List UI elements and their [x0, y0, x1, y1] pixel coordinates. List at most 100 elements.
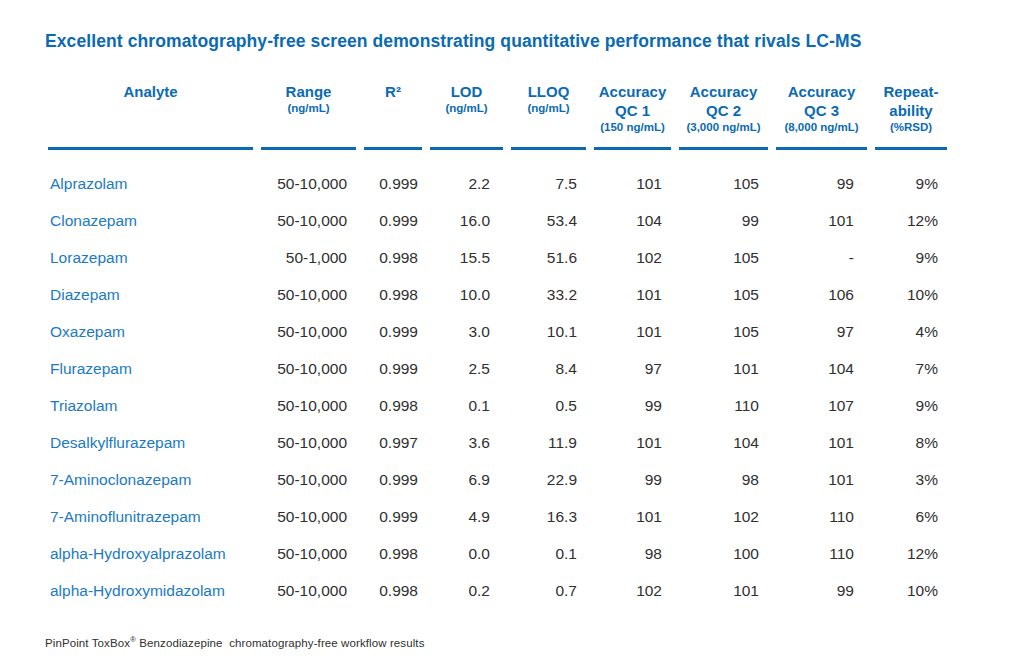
cell-analyte: Lorazepam [48, 239, 253, 276]
col-header-line1: Repeat- [875, 82, 947, 101]
cell-lloq: 22.9 [511, 461, 586, 498]
cell-qc1: 97 [594, 350, 671, 387]
cell-lod: 3.6 [430, 424, 503, 461]
cell-rsd: 7% [875, 350, 947, 387]
cell-r2: 0.998 [364, 535, 422, 572]
table-row: Lorazepam50-1,0000.99815.551.6102105-9% [48, 239, 947, 276]
col-header-line1: Accuracy [679, 82, 768, 101]
cell-range: 50-10,000 [261, 498, 356, 535]
cell-lod: 3.0 [430, 313, 503, 350]
cell-r2: 0.999 [364, 498, 422, 535]
col-header-line2: QC 3 [776, 101, 867, 120]
cell-qc2: 98 [679, 461, 768, 498]
cell-qc2: 101 [679, 572, 768, 609]
cell-rsd: 10% [875, 572, 947, 609]
cell-qc1: 99 [594, 387, 671, 424]
col-header-lloq: LLOQ (ng/mL) [511, 82, 586, 150]
col-header-analyte: Analyte [48, 82, 253, 150]
cell-analyte: alpha-Hydroxyalprazolam [48, 535, 253, 572]
header-row: Analyte Range (ng/mL) R² LOD (ng/mL) LLO… [48, 82, 947, 150]
cell-qc2: 101 [679, 350, 768, 387]
cell-qc2: 105 [679, 150, 768, 202]
col-header-line1: Accuracy [776, 82, 867, 101]
col-header-r2: R² [364, 82, 422, 150]
cell-rsd: 10% [875, 276, 947, 313]
cell-qc2: 110 [679, 387, 768, 424]
cell-lloq: 16.3 [511, 498, 586, 535]
cell-r2: 0.998 [364, 239, 422, 276]
footnote-text: Benzodiazepine chromatography-free workf… [136, 637, 424, 649]
cell-range: 50-10,000 [261, 350, 356, 387]
table-row: Alprazolam50-10,0000.9992.27.5101105999% [48, 150, 947, 202]
cell-lod: 0.1 [430, 387, 503, 424]
cell-range: 50-10,000 [261, 276, 356, 313]
cell-qc3: 97 [776, 313, 867, 350]
col-header-line1: Accuracy [594, 82, 671, 101]
cell-lod: 2.5 [430, 350, 503, 387]
cell-qc3: 110 [776, 498, 867, 535]
cell-qc3: 99 [776, 150, 867, 202]
cell-lloq: 33.2 [511, 276, 586, 313]
cell-analyte: Clonazepam [48, 202, 253, 239]
cell-r2: 0.999 [364, 350, 422, 387]
cell-rsd: 9% [875, 387, 947, 424]
col-header-accuracy-qc1: Accuracy QC 1 (150 ng/mL) [594, 82, 671, 150]
cell-r2: 0.998 [364, 572, 422, 609]
cell-rsd: 12% [875, 535, 947, 572]
cell-range: 50-10,000 [261, 387, 356, 424]
table-body: Alprazolam50-10,0000.9992.27.5101105999%… [48, 150, 947, 609]
cell-analyte: Flurazepam [48, 350, 253, 387]
cell-lod: 10.0 [430, 276, 503, 313]
table-row: Desalkylflurazepam50-10,0000.9973.611.91… [48, 424, 947, 461]
cell-analyte: Alprazolam [48, 150, 253, 202]
cell-rsd: 3% [875, 461, 947, 498]
col-header-line1: LOD [430, 82, 503, 101]
col-header-unit: (%RSD) [875, 120, 947, 135]
table-row: Diazepam50-10,0000.99810.033.21011051061… [48, 276, 947, 313]
cell-range: 50-10,000 [261, 150, 356, 202]
cell-lloq: 10.1 [511, 313, 586, 350]
cell-qc3: 101 [776, 424, 867, 461]
col-header-repeatability: Repeat- ability (%RSD) [875, 82, 947, 150]
cell-qc1: 104 [594, 202, 671, 239]
cell-range: 50-10,000 [261, 535, 356, 572]
col-header-line2: QC 1 [594, 101, 671, 120]
col-header-line2: ability [875, 101, 947, 120]
cell-qc3: 107 [776, 387, 867, 424]
col-header-range: Range (ng/mL) [261, 82, 356, 150]
col-header-line1: LLOQ [511, 82, 586, 101]
col-header-line2: QC 2 [679, 101, 768, 120]
cell-qc2: 102 [679, 498, 768, 535]
page-title: Excellent chromatography-free screen dem… [45, 31, 1016, 51]
cell-range: 50-10,000 [261, 202, 356, 239]
cell-lloq: 7.5 [511, 150, 586, 202]
cell-qc2: 105 [679, 313, 768, 350]
table-row: Triazolam50-10,0000.9980.10.5991101079% [48, 387, 947, 424]
table-row: Flurazepam50-10,0000.9992.58.4971011047% [48, 350, 947, 387]
cell-analyte: 7-Aminoclonazepam [48, 461, 253, 498]
cell-lod: 0.0 [430, 535, 503, 572]
cell-rsd: 4% [875, 313, 947, 350]
cell-qc1: 102 [594, 239, 671, 276]
cell-rsd: 6% [875, 498, 947, 535]
cell-r2: 0.998 [364, 276, 422, 313]
cell-lloq: 0.1 [511, 535, 586, 572]
cell-range: 50-10,000 [261, 424, 356, 461]
cell-analyte: Triazolam [48, 387, 253, 424]
cell-lloq: 0.7 [511, 572, 586, 609]
cell-rsd: 8% [875, 424, 947, 461]
col-header-unit: (ng/mL) [430, 101, 503, 116]
results-table: Analyte Range (ng/mL) R² LOD (ng/mL) LLO… [40, 82, 955, 609]
cell-lloq: 11.9 [511, 424, 586, 461]
cell-qc3: 101 [776, 202, 867, 239]
cell-r2: 0.997 [364, 424, 422, 461]
cell-lod: 6.9 [430, 461, 503, 498]
cell-rsd: 12% [875, 202, 947, 239]
cell-qc3: 99 [776, 572, 867, 609]
table-header: Analyte Range (ng/mL) R² LOD (ng/mL) LLO… [48, 82, 947, 150]
cell-lod: 2.2 [430, 150, 503, 202]
footnote-product: PinPoint ToxBox [45, 637, 130, 649]
cell-lloq: 0.5 [511, 387, 586, 424]
cell-range: 50-10,000 [261, 313, 356, 350]
table-row: Clonazepam50-10,0000.99916.053.410499101… [48, 202, 947, 239]
